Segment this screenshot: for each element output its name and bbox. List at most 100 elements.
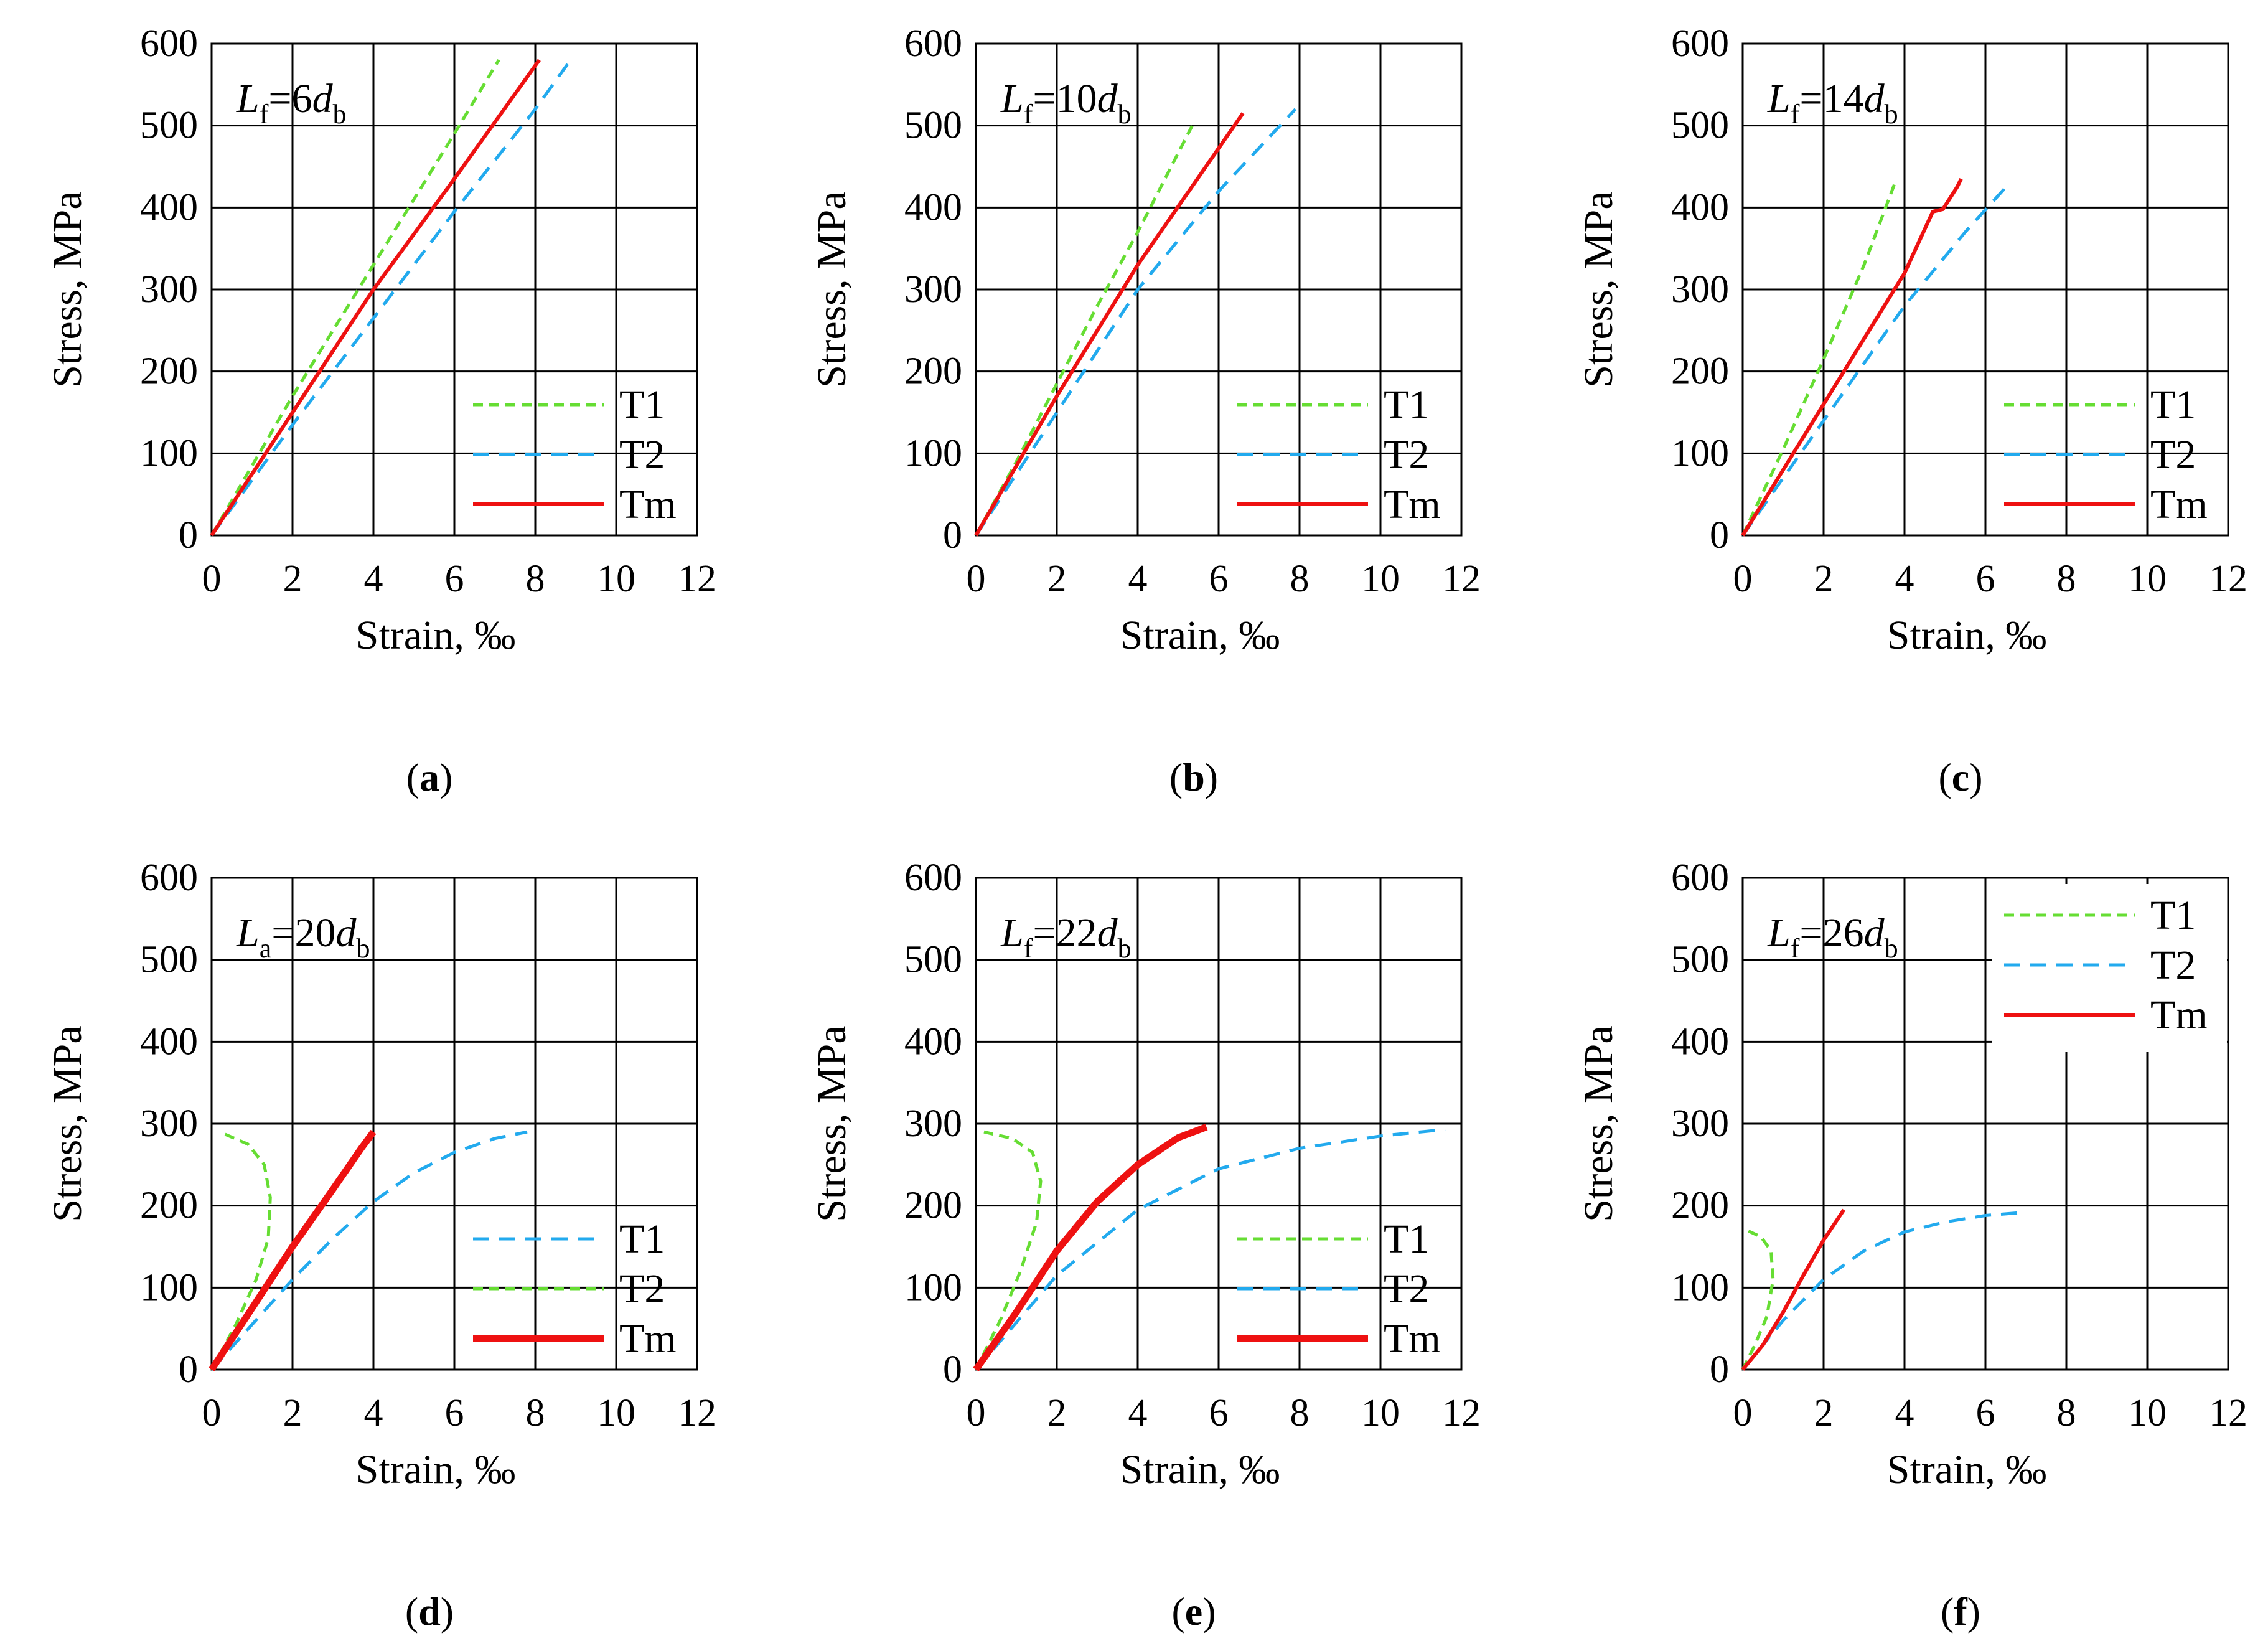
x-tick-label: 8 [1290, 558, 1310, 600]
plot-frame [1741, 42, 2229, 537]
chart-panel-b: 0 2 4 6 8 10 12 0 100 200 300 400 500 600 Strain, ‰ Str… [809, 22, 1481, 799]
x-tick-label: 2 [283, 1392, 302, 1434]
panel-caption-close: ) [1967, 1589, 1980, 1634]
panel-caption: (c) [1938, 755, 1982, 799]
annotation-d: d [312, 76, 334, 121]
annotation-dsub: b [1885, 99, 1898, 129]
panel-caption-open: ( [1938, 755, 1951, 799]
annotation-dsub: b [333, 99, 347, 129]
y-tick-label: 500 [1671, 105, 1729, 147]
legend-label-Tm: Tm [2150, 482, 2208, 527]
annotation-label: Lf=22db [1000, 910, 1132, 964]
plot-frame [975, 42, 1463, 537]
y-tick-label: 500 [904, 939, 962, 981]
y-tick-label: 300 [904, 268, 962, 311]
x-tick-label: 8 [1290, 1392, 1310, 1434]
annotation-sub: f [1791, 933, 1800, 964]
x-tick-label: 10 [1361, 1392, 1400, 1434]
series-line-Tm [1741, 1208, 1845, 1371]
legend-label-Tm: Tm [619, 482, 677, 527]
y-axis-label: Stress, MPa [809, 191, 855, 387]
x-tick-label: 2 [1047, 1392, 1067, 1434]
y-tick-label: 500 [140, 105, 198, 147]
y-tick-label: 400 [904, 1020, 962, 1063]
legend-label-Tm: Tm [1384, 482, 1441, 527]
y-tick-label: 600 [1671, 857, 1729, 899]
y-tick-label: 300 [1671, 1103, 1729, 1145]
x-tick-label: 12 [678, 1392, 716, 1434]
y-tick-label: 200 [1671, 1185, 1729, 1227]
x-tick-label: 0 [1733, 1392, 1753, 1434]
x-axis-label: Strain, ‰ [1120, 1447, 1280, 1492]
x-tick-label: 4 [1895, 1392, 1914, 1434]
y-tick-label: 600 [140, 22, 198, 65]
legend-label-T2: T2 [1384, 432, 1429, 477]
series-line-T1 [1741, 178, 1898, 537]
panel-caption: (f) [1941, 1589, 1980, 1634]
annotation-eq: =14 [1799, 76, 1863, 121]
x-axis-label: Strain, ‰ [1120, 613, 1280, 658]
y-tick-label: 400 [1671, 186, 1729, 228]
panel-caption-letter: b [1183, 755, 1205, 799]
annotation-var: L [1000, 76, 1024, 121]
annotation-label: Lf=6db [236, 76, 347, 129]
x-tick-label: 4 [1128, 558, 1148, 600]
y-tick-label: 600 [904, 22, 962, 65]
panel-caption-open: ( [1941, 1589, 1954, 1634]
x-tick-label: 10 [2128, 558, 2167, 600]
x-tick-label: 8 [526, 1392, 545, 1434]
y-tick-label: 100 [904, 1266, 962, 1309]
panel-caption: (a) [406, 755, 453, 799]
x-tick-label: 2 [1814, 1392, 1834, 1434]
x-tick-label: 6 [445, 1392, 464, 1434]
chart-panel-c: 0 2 4 6 8 10 12 0 100 200 300 400 500 600 Strain, ‰ Str… [1576, 22, 2247, 799]
annotation-eq: =10 [1033, 76, 1097, 121]
panel-caption-letter: e [1185, 1589, 1202, 1634]
x-tick-label: 6 [445, 558, 464, 600]
annotation-d: d [1097, 76, 1118, 121]
panel-caption-open: ( [1169, 755, 1183, 799]
series-line-Tm [209, 1129, 377, 1372]
x-tick-label: 4 [364, 558, 383, 600]
chart-panel-e: 0 2 4 6 8 10 12 0 100 200 300 400 500 600 Strain, ‰ Str… [809, 857, 1481, 1634]
y-tick-label: 100 [1671, 1266, 1729, 1309]
plot-frame [210, 42, 698, 537]
annotation-d: d [1097, 910, 1118, 956]
series-line-T2 [1741, 1210, 2027, 1371]
legend-label-T1: T1 [2150, 893, 2196, 938]
series-line-T2 [1741, 182, 2011, 537]
y-tick-label: 300 [1671, 268, 1729, 311]
x-tick-label: 8 [526, 558, 545, 600]
panel-caption-close: ) [1205, 755, 1218, 799]
legend-label-T1: T1 [1384, 382, 1429, 428]
series-line-T1 [974, 1130, 1043, 1371]
x-tick-label: 12 [2209, 558, 2247, 600]
legend-label-T1: T1 [2150, 382, 2196, 428]
y-tick-label: 200 [1671, 350, 1729, 393]
panel-caption-letter: a [419, 755, 439, 799]
x-tick-label: 10 [2128, 1392, 2167, 1434]
panel-caption: (d) [405, 1589, 454, 1634]
annotation-dsub: b [1118, 933, 1132, 964]
y-tick-label: 100 [140, 1266, 198, 1309]
panel-caption: (e) [1171, 1589, 1216, 1634]
plot-frame [975, 877, 1463, 1371]
panel-caption-close: ) [441, 1589, 454, 1634]
panel-caption-close: ) [1969, 755, 1982, 799]
x-tick-label: 10 [1361, 558, 1400, 600]
legend-label-Tm: Tm [1384, 1316, 1441, 1362]
legend-background [1992, 884, 2227, 1052]
y-tick-label: 300 [140, 268, 198, 311]
legend-label-T2: T2 [619, 432, 665, 477]
y-axis-label: Stress, MPa [45, 191, 90, 387]
y-tick-label: 0 [179, 1348, 198, 1391]
x-axis-label: Strain, ‰ [1887, 613, 2047, 658]
annotation-eq: =6 [268, 76, 312, 121]
legend-label-T1: T1 [619, 1216, 665, 1262]
legend-label-T1: T1 [619, 382, 665, 428]
annotation-label: Lf=10db [1000, 76, 1132, 129]
series-line-T1 [974, 120, 1196, 537]
x-tick-label: 8 [2057, 558, 2076, 600]
x-tick-label: 2 [1814, 558, 1834, 600]
x-tick-label: 4 [1895, 558, 1914, 600]
